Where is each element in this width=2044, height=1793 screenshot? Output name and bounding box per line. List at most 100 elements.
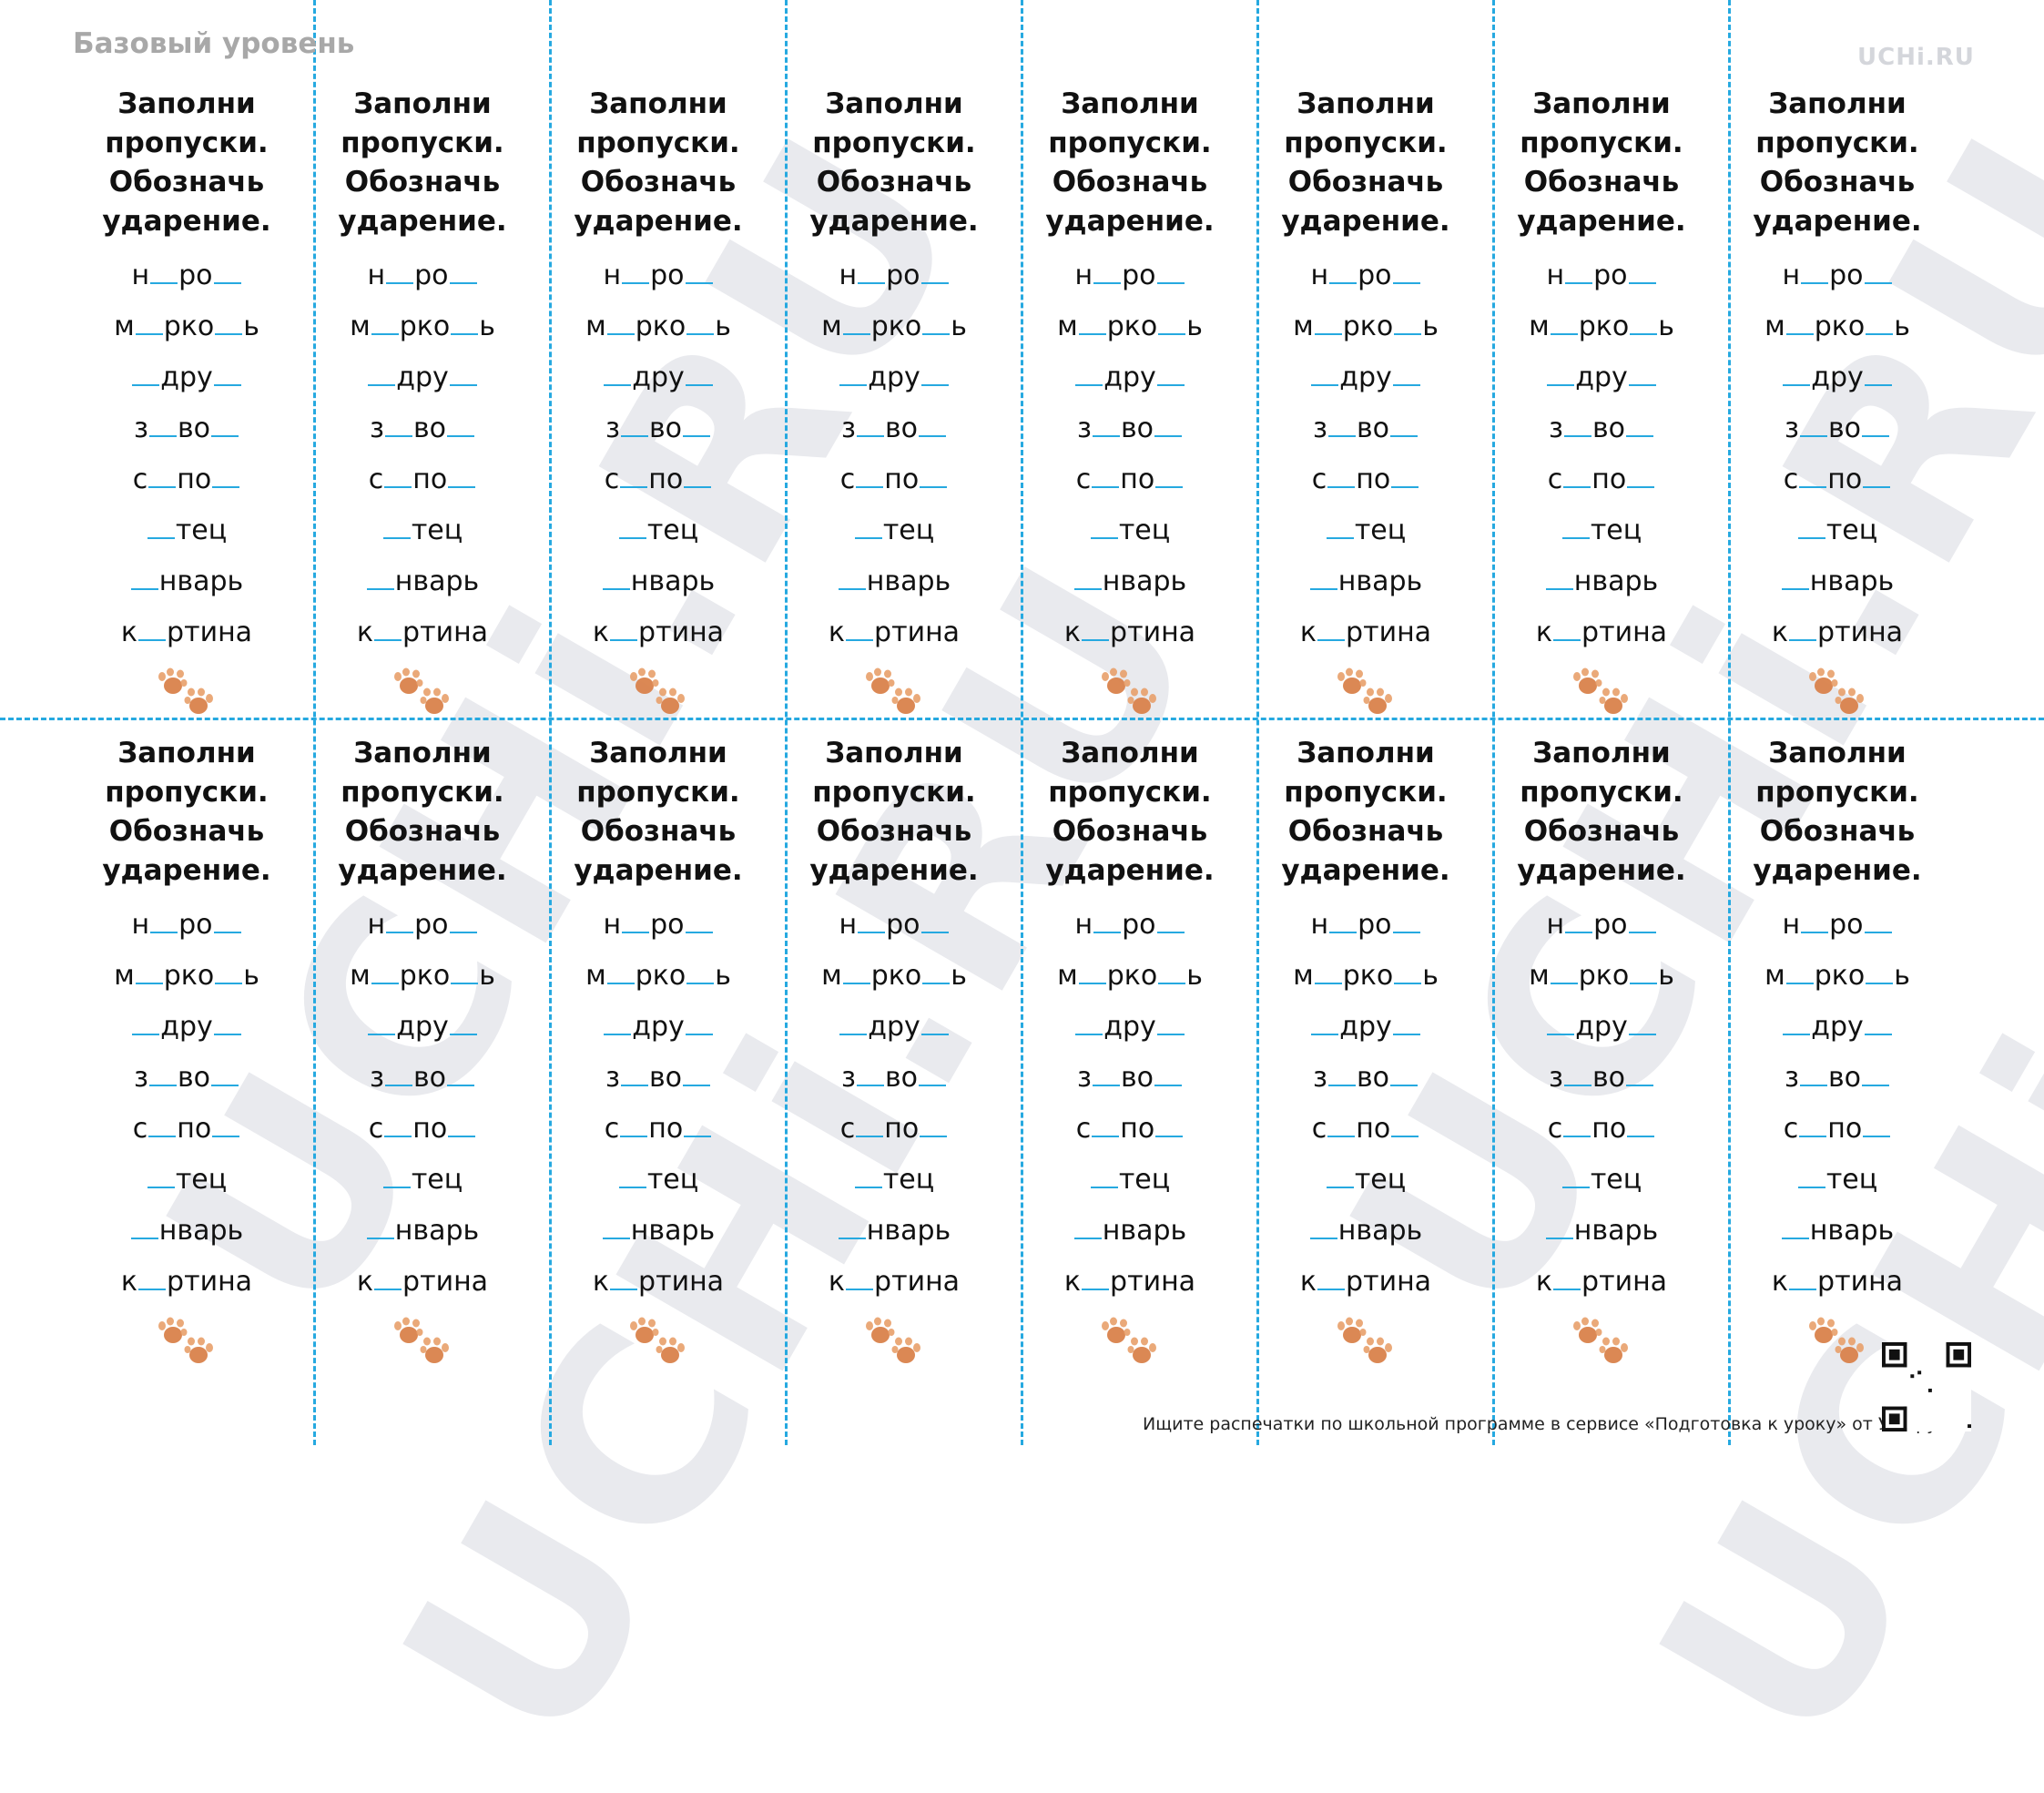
blank-line <box>1073 565 1102 590</box>
blank-line <box>449 361 477 386</box>
blank-line <box>854 1163 882 1188</box>
card-title-line: Заполни <box>1297 87 1435 120</box>
card-title: Заполни пропуски. Обозначь ударение. <box>1724 85 1951 241</box>
word-item: м рко ь <box>309 301 536 352</box>
paw-icon <box>394 667 449 714</box>
blank-line <box>148 1061 177 1086</box>
blank-line <box>366 1214 394 1239</box>
word-fragment: по <box>884 1113 920 1145</box>
cut-line-vertical <box>1256 0 1259 1445</box>
word-item: с по <box>309 1104 536 1155</box>
blank-line <box>212 463 240 488</box>
word-fragment: к <box>1771 616 1789 648</box>
blank-line <box>1090 1163 1118 1188</box>
blank-line <box>1311 1010 1339 1035</box>
word-fragment: по <box>1591 464 1627 495</box>
word-fragment: ь <box>951 311 967 342</box>
blank-line <box>856 412 884 437</box>
word-item: с по <box>73 1104 300 1155</box>
blank-line <box>211 1061 239 1086</box>
word-fragment: ртина <box>402 616 489 648</box>
word-item: тец <box>1016 1155 1244 1206</box>
card-title: Заполни пропуски. Обозначь ударение. <box>780 85 1008 241</box>
word-item: н ро <box>544 900 772 951</box>
word-fragment: нварь <box>1809 1215 1895 1247</box>
word-item: тец <box>309 505 536 556</box>
blank-line <box>138 1265 167 1290</box>
word-item: м рко ь <box>1016 951 1244 1002</box>
word-item: тец <box>1724 505 1951 556</box>
word-fragment: во <box>177 413 210 444</box>
word-fragment: ь <box>715 960 731 992</box>
word-fragment: н <box>1546 909 1565 941</box>
word-fragment: во <box>1356 413 1389 444</box>
word-item: дру <box>1252 352 1480 403</box>
blank-line <box>148 463 177 488</box>
word-item: н ро <box>1016 250 1244 301</box>
word-fragment: ртина <box>1346 1266 1432 1298</box>
blank-line <box>213 259 241 284</box>
blank-line <box>1155 1112 1184 1137</box>
word-item: к ртина <box>1252 1257 1480 1308</box>
word-fragment: ртина <box>167 616 253 648</box>
cut-line-vertical <box>1021 0 1023 1445</box>
blank-line <box>130 565 158 590</box>
word-fragment: во <box>1827 1062 1861 1094</box>
card-grid: Заполни пропуски. Обозначь ударение. н ро м рко… <box>73 85 1951 1363</box>
word-item: тец <box>1252 505 1480 556</box>
word-fragment: ро <box>1122 260 1156 291</box>
cut-line-vertical <box>313 0 316 1445</box>
blank-line <box>1154 412 1182 437</box>
word-fragment: нварь <box>630 565 716 597</box>
word-fragment: ь <box>1658 311 1674 342</box>
card-title-line: Обозначь <box>1759 815 1916 848</box>
word-item: м рко ь <box>1724 301 1951 352</box>
blank-line <box>1158 310 1186 335</box>
blank-line <box>604 1010 632 1035</box>
blank-line <box>1799 463 1827 488</box>
word-fragment: м <box>114 311 135 342</box>
blank-line <box>1090 514 1118 539</box>
paw-icon <box>630 1317 685 1363</box>
word-fragment: во <box>648 413 682 444</box>
blank-line <box>620 463 648 488</box>
word-item: нварь <box>309 1206 536 1257</box>
word-fragment: к <box>1535 1266 1553 1298</box>
blank-line <box>1626 1061 1653 1086</box>
card-title-line: ударение. <box>809 205 979 238</box>
word-item: с по <box>1724 1104 1951 1155</box>
task-card: Заполни пропуски. Обозначь ударение. н ро м рко… <box>73 85 300 718</box>
blank-line <box>1093 908 1122 933</box>
card-title-line: Обозначь <box>344 166 501 199</box>
blank-line <box>212 1112 240 1137</box>
word-list: н ро м рко ь дру з во с по тец нварь к ртина <box>73 900 300 1308</box>
word-fragment: рко <box>1106 311 1158 342</box>
word-list: н ро м рко ь дру з во с по тец нварь к ртина <box>1724 250 1951 658</box>
blank-line <box>132 1010 160 1035</box>
blank-line <box>920 361 949 386</box>
word-fragment: ро <box>178 260 213 291</box>
card-title-line: пропуски. <box>1520 776 1683 809</box>
blank-line <box>685 1010 713 1035</box>
word-fragment: рко <box>1342 960 1394 992</box>
word-fragment: з <box>841 1062 856 1094</box>
card-title-line: пропуски. <box>1755 127 1919 159</box>
word-fragment: м <box>821 960 842 992</box>
blank-line <box>1309 565 1337 590</box>
word-item: с по <box>1016 454 1244 505</box>
word-fragment: з <box>370 413 384 444</box>
blank-line <box>920 908 949 933</box>
blank-line <box>148 412 177 437</box>
word-item: нварь <box>1252 1206 1480 1257</box>
word-fragment: во <box>1120 413 1154 444</box>
blank-line <box>856 1112 884 1137</box>
blank-line <box>1329 908 1358 933</box>
word-fragment: тец <box>1590 514 1642 546</box>
blank-line <box>1801 908 1829 933</box>
blank-line <box>215 959 243 984</box>
word-item: к ртина <box>544 1257 772 1308</box>
blank-line <box>1082 1265 1110 1290</box>
word-list: н ро м рко ь дру з во с по тец нварь к ртина <box>1016 250 1244 658</box>
card-title-line: Обозначь <box>1052 815 1208 848</box>
word-fragment: во <box>1120 1062 1154 1094</box>
